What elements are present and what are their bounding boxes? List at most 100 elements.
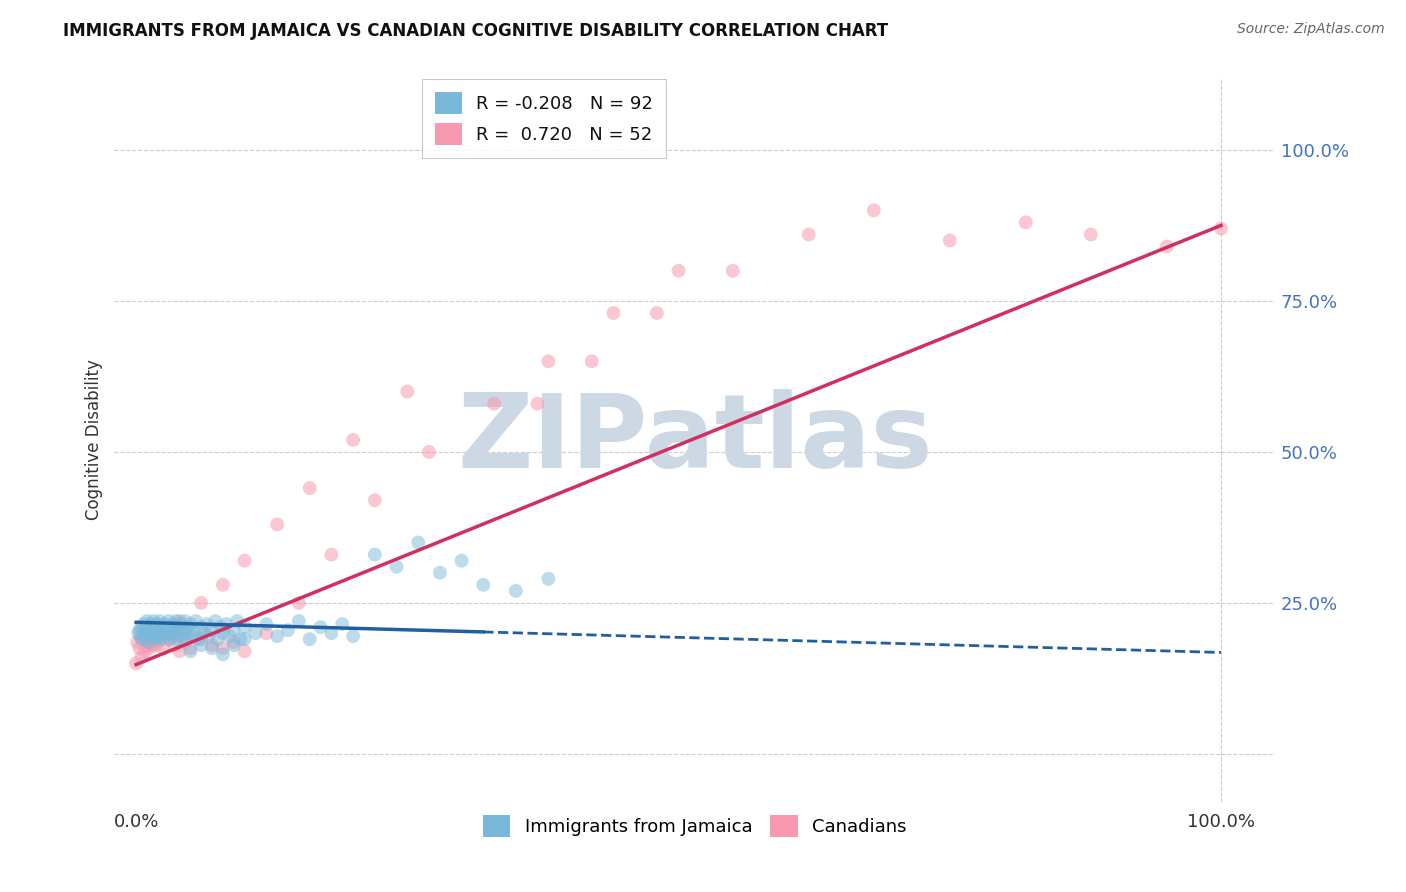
Point	[163, 638, 186, 652]
Point	[266, 629, 288, 643]
Point	[136, 638, 159, 652]
Point	[330, 617, 353, 632]
Point	[190, 638, 212, 652]
Point	[222, 623, 245, 637]
Point	[179, 641, 201, 656]
Point	[132, 617, 155, 632]
Point	[138, 620, 160, 634]
Point	[150, 632, 173, 647]
Point	[150, 620, 173, 634]
Point	[472, 578, 495, 592]
Point	[174, 635, 197, 649]
Point	[165, 614, 187, 628]
Point	[138, 641, 160, 656]
Point	[174, 632, 197, 647]
Point	[169, 644, 191, 658]
Point	[131, 650, 153, 665]
Point	[233, 620, 256, 634]
Point	[450, 554, 472, 568]
Point	[155, 623, 177, 637]
Point	[602, 306, 624, 320]
Point	[134, 644, 156, 658]
Point	[396, 384, 419, 399]
Point	[141, 632, 163, 647]
Point	[222, 635, 245, 649]
Point	[863, 203, 886, 218]
Point	[201, 623, 224, 637]
Point	[298, 481, 321, 495]
Point	[226, 614, 249, 628]
Point	[135, 629, 157, 643]
Point	[418, 445, 440, 459]
Point	[1209, 221, 1232, 235]
Point	[190, 632, 212, 647]
Point	[482, 396, 505, 410]
Point	[131, 632, 153, 647]
Point	[176, 620, 198, 634]
Point	[127, 626, 149, 640]
Y-axis label: Cognitive Disability: Cognitive Disability	[86, 359, 103, 520]
Point	[233, 632, 256, 647]
Point	[142, 614, 165, 628]
Point	[157, 632, 180, 647]
Point	[668, 264, 690, 278]
Point	[198, 629, 221, 643]
Point	[939, 234, 962, 248]
Point	[233, 554, 256, 568]
Point	[288, 596, 311, 610]
Point	[406, 535, 429, 549]
Point	[505, 583, 527, 598]
Point	[645, 306, 668, 320]
Text: ZIPatlas: ZIPatlas	[457, 389, 932, 491]
Point	[266, 517, 288, 532]
Point	[148, 623, 170, 637]
Point	[169, 614, 191, 628]
Point	[167, 620, 190, 634]
Point	[1080, 227, 1102, 242]
Point	[141, 629, 163, 643]
Point	[229, 632, 252, 647]
Point	[215, 617, 238, 632]
Point	[537, 572, 560, 586]
Point	[364, 493, 387, 508]
Point	[195, 617, 218, 632]
Point	[127, 635, 149, 649]
Point	[309, 620, 332, 634]
Point	[129, 629, 152, 643]
Point	[141, 617, 163, 632]
Point	[277, 623, 299, 637]
Point	[152, 626, 174, 640]
Point	[193, 626, 215, 640]
Point	[170, 629, 193, 643]
Point	[146, 635, 169, 649]
Point	[190, 596, 212, 610]
Point	[166, 632, 188, 647]
Point	[254, 626, 277, 640]
Point	[179, 644, 201, 658]
Point	[204, 614, 226, 628]
Point	[131, 632, 153, 647]
Point	[131, 620, 153, 634]
Point	[172, 623, 194, 637]
Point	[207, 632, 229, 647]
Point	[342, 433, 364, 447]
Point	[201, 641, 224, 656]
Point	[190, 620, 212, 634]
Point	[157, 614, 180, 628]
Point	[212, 626, 235, 640]
Point	[187, 632, 209, 647]
Point	[212, 578, 235, 592]
Point	[125, 657, 148, 671]
Point	[429, 566, 451, 580]
Point	[526, 396, 548, 410]
Point	[298, 632, 321, 647]
Point	[288, 614, 311, 628]
Point	[797, 227, 820, 242]
Text: IMMIGRANTS FROM JAMAICA VS CANADIAN COGNITIVE DISABILITY CORRELATION CHART: IMMIGRANTS FROM JAMAICA VS CANADIAN COGN…	[63, 22, 889, 40]
Point	[385, 559, 408, 574]
Point	[145, 620, 167, 634]
Point	[212, 648, 235, 662]
Point	[159, 632, 181, 647]
Point	[201, 638, 224, 652]
Point	[152, 641, 174, 656]
